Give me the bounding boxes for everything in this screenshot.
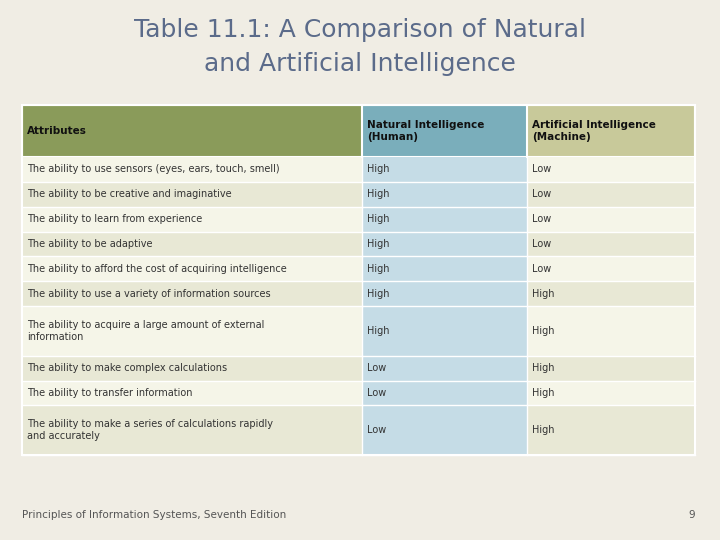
Text: High: High (532, 326, 554, 336)
Text: The ability to use sensors (eyes, ears, touch, smell): The ability to use sensors (eyes, ears, … (27, 164, 279, 174)
Text: Low: Low (532, 264, 551, 274)
Text: The ability to transfer information: The ability to transfer information (27, 388, 192, 398)
Bar (22, 157, 362, 182)
Bar (22, 281, 362, 306)
Bar (22, 381, 362, 406)
Text: The ability to learn from experience: The ability to learn from experience (27, 214, 202, 224)
Text: The ability to be creative and imaginative: The ability to be creative and imaginati… (27, 189, 232, 199)
Text: High: High (367, 239, 390, 249)
Text: High: High (532, 288, 554, 299)
Text: Low: Low (367, 388, 386, 398)
Bar (22, 105, 695, 455)
Bar (362, 232, 527, 256)
Text: The ability to make complex calculations: The ability to make complex calculations (27, 363, 227, 373)
Text: Artificial Intelligence
(Machine): Artificial Intelligence (Machine) (532, 120, 656, 142)
Text: and Artificial Intelligence: and Artificial Intelligence (204, 52, 516, 76)
Bar (527, 232, 695, 256)
Bar (527, 105, 695, 157)
Bar (527, 157, 695, 182)
Text: 9: 9 (688, 510, 695, 520)
Text: High: High (532, 363, 554, 373)
Bar (22, 306, 362, 356)
Bar (527, 256, 695, 281)
Text: High: High (367, 164, 390, 174)
Bar (527, 381, 695, 406)
Text: Low: Low (532, 214, 551, 224)
Text: High: High (532, 425, 554, 435)
Bar (527, 356, 695, 381)
Text: Low: Low (367, 363, 386, 373)
Bar (527, 182, 695, 207)
Text: Principles of Information Systems, Seventh Edition: Principles of Information Systems, Seven… (22, 510, 287, 520)
Text: High: High (367, 326, 390, 336)
Bar (362, 306, 527, 356)
Bar (22, 256, 362, 281)
Text: The ability to afford the cost of acquiring intelligence: The ability to afford the cost of acquir… (27, 264, 287, 274)
Bar (362, 256, 527, 281)
Text: The ability to use a variety of information sources: The ability to use a variety of informat… (27, 288, 271, 299)
Bar (22, 105, 695, 157)
Text: The ability to be adaptive: The ability to be adaptive (27, 239, 153, 249)
Text: Low: Low (532, 164, 551, 174)
Bar (22, 232, 362, 256)
Bar (362, 281, 527, 306)
Text: Natural Intelligence
(Human): Natural Intelligence (Human) (367, 120, 485, 142)
Text: High: High (367, 189, 390, 199)
Text: High: High (532, 388, 554, 398)
Text: Low: Low (532, 189, 551, 199)
Bar (362, 105, 527, 157)
Bar (527, 207, 695, 232)
Bar (22, 182, 362, 207)
Text: Table 11.1: A Comparison of Natural: Table 11.1: A Comparison of Natural (134, 18, 586, 42)
Bar (22, 207, 362, 232)
Bar (362, 182, 527, 207)
Text: Low: Low (532, 239, 551, 249)
Bar (362, 381, 527, 406)
Bar (527, 306, 695, 356)
Text: Low: Low (367, 425, 386, 435)
Bar (362, 157, 527, 182)
Text: Attributes: Attributes (27, 126, 87, 136)
Text: High: High (367, 264, 390, 274)
Bar (22, 356, 362, 381)
Bar (527, 406, 695, 455)
Bar (527, 281, 695, 306)
Text: The ability to acquire a large amount of external
information: The ability to acquire a large amount of… (27, 320, 264, 342)
Text: High: High (367, 288, 390, 299)
Bar (362, 406, 527, 455)
Bar (362, 356, 527, 381)
Text: High: High (367, 214, 390, 224)
Bar (22, 406, 362, 455)
Bar (362, 207, 527, 232)
Text: The ability to make a series of calculations rapidly
and accurately: The ability to make a series of calculat… (27, 419, 273, 441)
Bar (22, 105, 362, 157)
